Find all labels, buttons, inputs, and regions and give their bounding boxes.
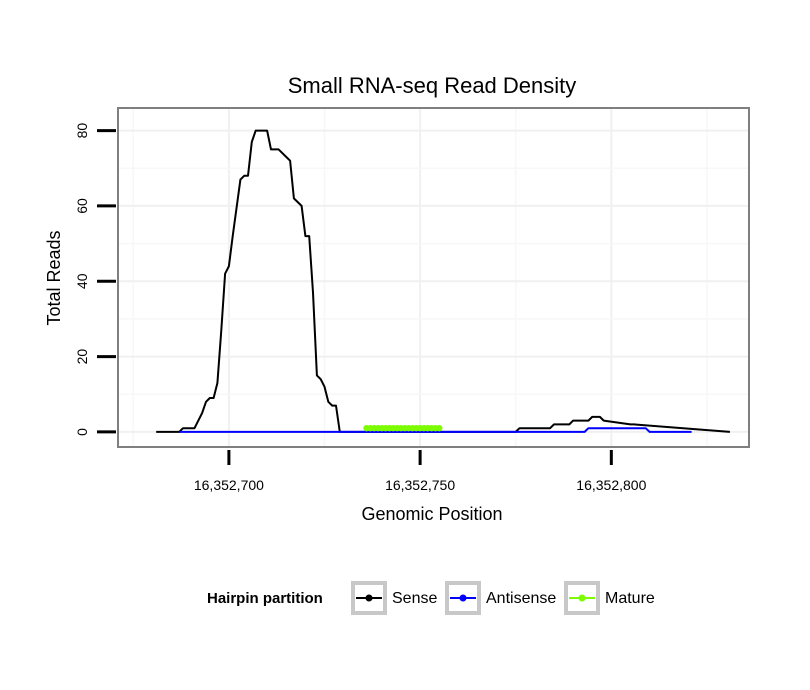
sense-line [156,129,730,433]
chart-title: Small RNA-seq Read Density [288,73,577,98]
legend-item-antisense: Antisense [445,581,556,615]
legend-key-point [578,594,586,602]
x-tick-label: 16,352,800 [576,477,646,493]
series-sense [156,129,730,433]
y-tick-label: 60 [74,198,90,214]
x-tick-label: 16,352,700 [194,477,264,493]
axes: 16,352,700 16,352,750 16,352,800 0 20 40 60 80 [74,123,647,493]
legend-title: Hairpin partition [207,590,323,607]
antisense-line [179,427,692,433]
legend-key-point [365,594,373,602]
series-antisense [179,427,692,433]
x-axis-title: Genomic Position [361,504,502,524]
y-tick-label: 40 [74,273,90,289]
series-layer [156,129,730,433]
legend-label: Antisense [486,590,556,607]
y-tick-label: 20 [74,349,90,365]
mature-point [436,424,443,432]
y-tick-label: 0 [74,428,90,436]
x-tick-label: 16,352,750 [385,477,455,493]
legend-item-sense: Sense [351,581,437,615]
series-mature [363,424,443,432]
legend-item-mature: Mature [564,581,655,615]
legend-label: Mature [605,590,655,607]
legend-label: Sense [392,590,437,607]
y-axis-title: Total Reads [44,230,64,325]
legend: Hairpin partition Sense Antisense Mature [207,581,655,615]
panel-border [117,107,750,448]
y-tick-label: 80 [74,123,90,139]
grid [118,108,749,447]
legend-key-point [459,594,467,602]
